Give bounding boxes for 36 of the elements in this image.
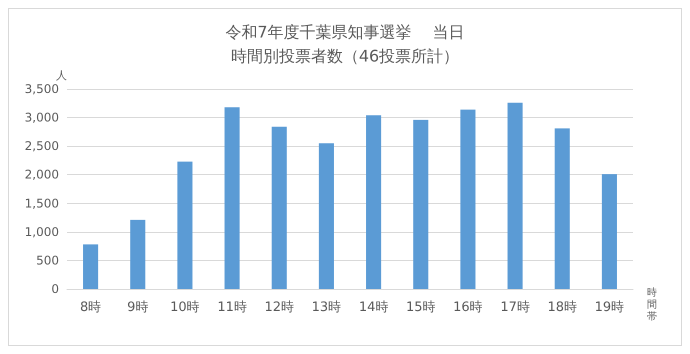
bar [83, 244, 98, 289]
x-tick-label: 9時 [127, 300, 148, 315]
bar [224, 107, 240, 289]
bar [602, 174, 617, 289]
y-axis-title: 人 [56, 69, 67, 82]
bar [413, 120, 428, 289]
y-tick-label: 3,500 [24, 82, 59, 96]
x-tick-label: 14時 [358, 300, 388, 315]
x-tick-label: 12時 [264, 300, 294, 315]
bar [130, 220, 146, 289]
bar [508, 102, 523, 289]
y-tick-label: 500 [36, 253, 59, 268]
y-tick-label: 3,000 [24, 110, 59, 125]
x-tick-label: 13時 [312, 300, 342, 315]
y-tick-label: 2,000 [24, 168, 59, 182]
bar [177, 162, 192, 289]
x-tick-label: 19時 [594, 300, 624, 315]
x-axis-title: 時間帯 [647, 286, 657, 322]
x-tick-label: 10時 [170, 300, 200, 315]
x-tick-label: 15時 [406, 300, 436, 315]
y-tick-label: 0 [51, 282, 59, 296]
y-tick-label: 2,500 [24, 139, 59, 154]
y-tick-label: 1,500 [24, 196, 59, 210]
x-tick-label: 11時 [217, 300, 247, 315]
x-tick-label: 8時 [80, 300, 102, 315]
y-tick-label: 1,000 [24, 224, 59, 239]
chart-title: 令和7年度千葉県知事選挙 当日 [225, 22, 465, 42]
bar [366, 115, 382, 289]
x-tick-label: 17時 [500, 300, 530, 315]
bar [272, 126, 287, 289]
bar [460, 110, 476, 289]
bar [554, 128, 570, 289]
x-tick-label: 16時 [453, 300, 483, 315]
bar [318, 143, 334, 289]
chart-subtitle: 時間別投票者数（46投票所計） [230, 46, 460, 66]
x-tick-label: 18時 [547, 300, 578, 315]
